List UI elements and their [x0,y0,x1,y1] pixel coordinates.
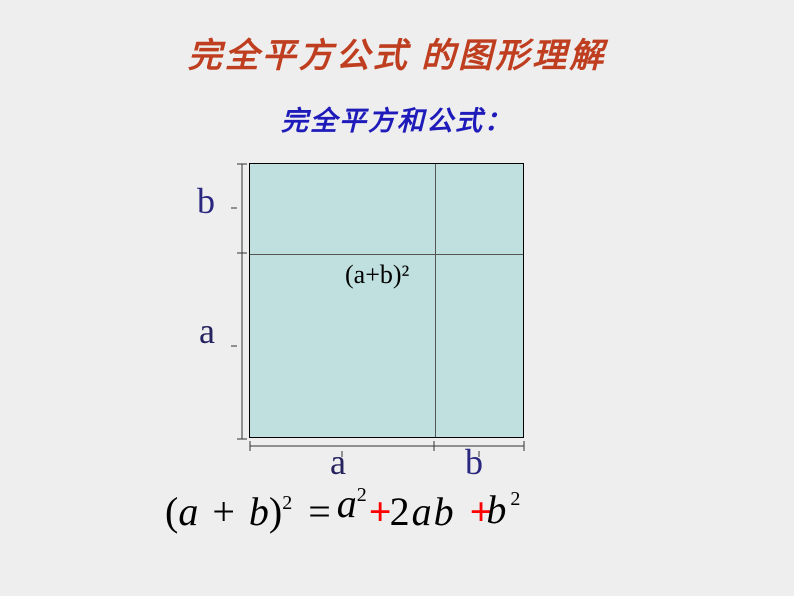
formula-close: ) [269,488,282,535]
formula-exp1: 2 [282,492,292,514]
formula-plus-lhs: + [212,488,235,535]
label-b-left: b [197,180,215,222]
formula-open: ( [165,488,178,535]
square-container: (a+b)² [249,163,524,438]
diagram: (a+b)² b a a b [185,155,585,495]
formula-exp2: 2 [357,484,367,506]
formula-b1: b [249,488,269,535]
formula-b3: b [486,486,506,533]
formula-plus1: + [369,489,392,534]
label-a-left: a [199,310,215,352]
center-label: (a+b)² [345,260,409,290]
formula-a1: a [178,488,198,535]
vertical-divider [435,164,436,437]
main-title: 完全平方公式 的图形理解 [0,0,794,77]
horizontal-divider [250,254,523,255]
formula-exp3: 2 [510,488,520,510]
formula-eq: = [308,488,331,535]
formula-a2: a [337,480,357,527]
bottom-bracket-icon [249,441,527,459]
sub-title: 完全平方和公式： [0,99,794,138]
big-square: (a+b)² [249,163,524,438]
formula-2: 2 [390,488,410,535]
formula: (a + b)2 =a2+2ab +b2 [165,488,520,535]
formula-a3: a [412,488,432,535]
formula-b2: b [434,488,454,535]
left-bracket-icon [229,163,249,441]
